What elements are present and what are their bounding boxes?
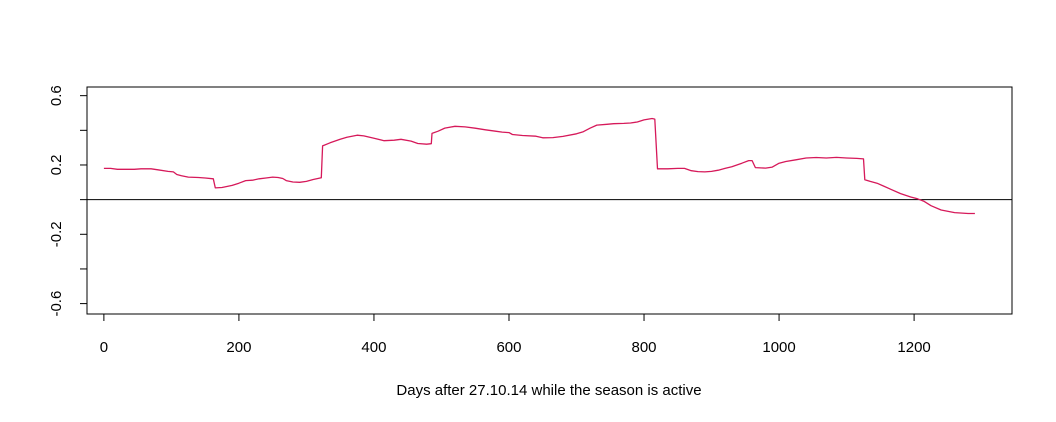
x-tick-label: 400 <box>361 339 386 356</box>
series-layer <box>103 117 975 215</box>
x-tick-label: 0 <box>100 339 108 356</box>
x-tick-label: 1000 <box>762 339 795 356</box>
x-tick-label: 800 <box>632 339 657 356</box>
y-tick-label: -0.6 <box>48 291 65 317</box>
x-tick-label: 600 <box>496 339 521 356</box>
y-tick-label: -0.2 <box>48 221 65 247</box>
y-axis: -0.6 -0.2 0.2 0.6 <box>48 85 88 317</box>
plot-frame <box>86 86 1013 315</box>
y-tick-label: 0.6 <box>48 85 65 106</box>
series-line-1 <box>103 117 975 215</box>
y-tick-label: 0.2 <box>48 155 65 176</box>
x-axis: 0 200 400 600 800 1000 1200 <box>100 313 931 356</box>
x-tick-label: 200 <box>226 339 251 356</box>
x-tick-label: 1200 <box>897 339 930 356</box>
x-axis-title: Days after 27.10.14 while the season is … <box>396 382 701 399</box>
